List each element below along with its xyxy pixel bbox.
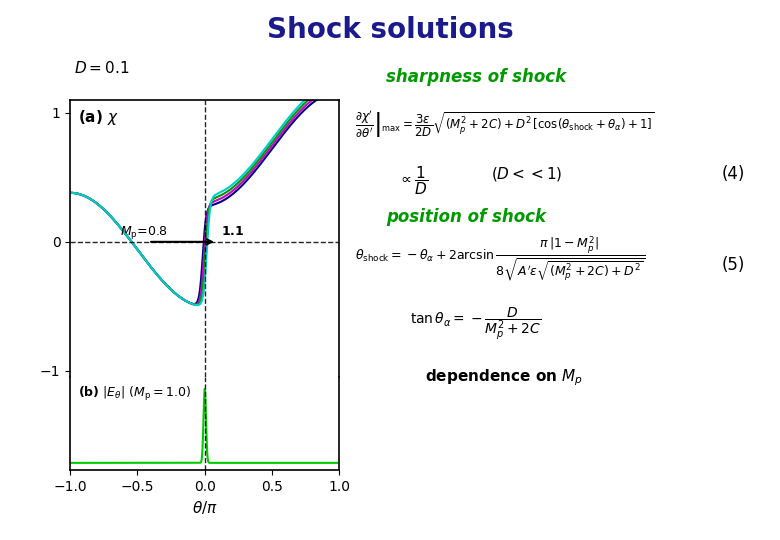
Text: $\theta_\mathrm{shock} = -\theta_\alpha + 2\arcsin\dfrac{\pi\,|1-M_p^2|}{8\sqrt{: $\theta_\mathrm{shock} = -\theta_\alpha … [355, 235, 645, 284]
Text: $(D << 1)$: $(D << 1)$ [491, 165, 563, 183]
Text: sharpness of shock: sharpness of shock [386, 68, 566, 85]
Text: $M_\mathrm{p}$=0.8: $M_\mathrm{p}$=0.8 [120, 225, 168, 241]
X-axis label: $\theta/\pi$: $\theta/\pi$ [192, 499, 218, 516]
Text: (4): (4) [722, 165, 745, 183]
Text: $\tan\theta_\alpha = -\dfrac{D}{M_p^2+2C}$: $\tan\theta_\alpha = -\dfrac{D}{M_p^2+2C… [410, 305, 541, 342]
Text: (5): (5) [722, 256, 745, 274]
Text: Shock solutions: Shock solutions [267, 16, 513, 44]
Text: $\mathbf{(b)}\ |E_\theta|\ (M_\mathrm{p}=1.0)$: $\mathbf{(b)}\ |E_\theta|\ (M_\mathrm{p}… [78, 384, 191, 403]
Text: $D = 0.1$: $D = 0.1$ [74, 60, 129, 76]
Text: $\left.\dfrac{\partial \chi^{\prime}}{\partial \theta^{\prime}}\right|_{\mathrm{: $\left.\dfrac{\partial \chi^{\prime}}{\p… [355, 108, 655, 140]
Text: $\mathbf{1.1}$: $\mathbf{1.1}$ [221, 225, 244, 238]
Text: position of shock: position of shock [386, 208, 546, 226]
Text: $\propto \dfrac{1}{D}$: $\propto \dfrac{1}{D}$ [398, 165, 428, 198]
Text: $\mathbf{(a)}\ \chi$: $\mathbf{(a)}\ \chi$ [78, 108, 119, 127]
Text: dependence on $M_p$: dependence on $M_p$ [425, 367, 583, 388]
